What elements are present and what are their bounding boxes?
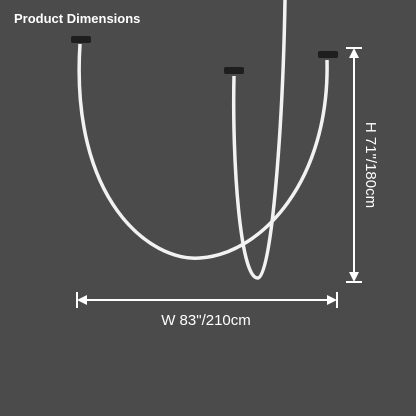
width-label: W 83"/210cm [161,312,251,329]
width-dimension [76,292,338,308]
light-tube [77,43,329,260]
height-label: H 71"/180cm [362,122,379,208]
title: Product Dimensions [14,11,140,26]
height-dimension [346,47,362,283]
canopy [71,36,338,74]
light-tube [231,0,287,280]
